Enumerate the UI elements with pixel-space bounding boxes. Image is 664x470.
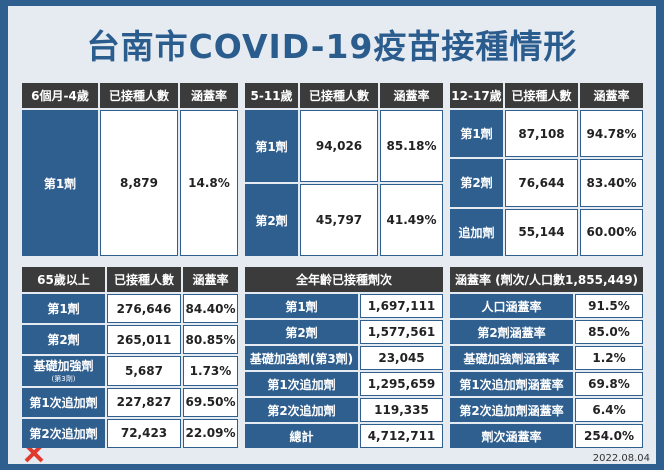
header-cell: 已接種人數 bbox=[100, 83, 178, 108]
row-label: 第1次追加劑涵蓋率 bbox=[450, 372, 573, 396]
row-label: 第1次追加劑 bbox=[245, 372, 358, 396]
row-label: 總計 bbox=[245, 424, 358, 448]
row-label: 追加劑 bbox=[450, 208, 503, 256]
cell-text: 基礎加強劑 bbox=[33, 359, 94, 374]
row-label: 第2次追加劑涵蓋率 bbox=[450, 398, 573, 422]
value-cell: 85.18% bbox=[380, 110, 443, 182]
header-cell: 涵蓋率 bbox=[380, 83, 443, 108]
value-cell: 254.0% bbox=[575, 424, 643, 448]
row-label: 第2劑 bbox=[450, 159, 503, 207]
header-cell: 65歲以上 bbox=[22, 267, 105, 292]
value-cell: 60.00% bbox=[580, 208, 643, 256]
value-cell: 22.09% bbox=[183, 418, 238, 448]
value-cell: 4,712,711 bbox=[360, 424, 443, 448]
value-cell: 119,335 bbox=[360, 398, 443, 422]
header-cell: 已接種人數 bbox=[300, 83, 378, 108]
value-cell: 6.4% bbox=[575, 398, 643, 422]
row-label: 基礎加強劑(第3劑) bbox=[245, 346, 358, 370]
value-cell: 227,827 bbox=[107, 387, 181, 417]
header-cell: 涵蓋率 (劑次/人口數1,855,449) bbox=[450, 267, 643, 292]
header-cell: 已接種人數 bbox=[505, 83, 578, 108]
header-cell: 全年齡已接種劑次 bbox=[245, 267, 443, 292]
value-cell: 72,423 bbox=[107, 418, 181, 448]
row-label: 第1劑 bbox=[22, 294, 105, 324]
header-cell: 涵蓋率 bbox=[183, 267, 238, 292]
header-cell: 6個月-4歲 bbox=[22, 83, 98, 108]
row-label: 第1劑 bbox=[245, 294, 358, 318]
row-label: 第1劑 bbox=[245, 110, 298, 182]
value-cell: 41.49% bbox=[380, 184, 443, 256]
header-cell: 已接種人數 bbox=[107, 267, 181, 292]
row-label: 第2劑 bbox=[245, 184, 298, 256]
value-cell: 8,879 bbox=[100, 110, 178, 256]
row-label: 第2劑 bbox=[245, 320, 358, 344]
value-cell: 14.8% bbox=[180, 110, 238, 256]
value-cell: 1,577,561 bbox=[360, 320, 443, 344]
date: 2022.08.04 bbox=[592, 453, 650, 464]
value-cell: 265,011 bbox=[107, 325, 181, 355]
cell-note: (第3劑) bbox=[51, 375, 76, 384]
value-cell: 94.78% bbox=[580, 110, 643, 158]
value-cell: 276,646 bbox=[107, 294, 181, 324]
value-cell: 91.5% bbox=[575, 294, 643, 318]
value-cell: 85.0% bbox=[575, 320, 643, 344]
value-cell: 55,144 bbox=[505, 208, 578, 256]
value-cell: 83.40% bbox=[580, 159, 643, 207]
value-cell: 94,026 bbox=[300, 110, 378, 182]
header-cell: 5-11歲 bbox=[245, 83, 298, 108]
row-label: 基礎加強劑涵蓋率 bbox=[450, 346, 573, 370]
value-cell: 84.40% bbox=[183, 294, 238, 324]
row-label: 第1劑 bbox=[450, 110, 503, 158]
row-label: 劑次涵蓋率 bbox=[450, 424, 573, 448]
row-label: 第1劑 bbox=[22, 110, 98, 256]
row-label: 第2次追加劑 bbox=[245, 398, 358, 422]
value-cell: 1,295,659 bbox=[360, 372, 443, 396]
row-label: 第2次追加劑 bbox=[22, 418, 105, 448]
value-cell: 45,797 bbox=[300, 184, 378, 256]
value-cell: 1.73% bbox=[183, 356, 238, 386]
value-cell: 69.50% bbox=[183, 387, 238, 417]
value-cell: 76,644 bbox=[505, 159, 578, 207]
row-label: 人口涵蓋率 bbox=[450, 294, 573, 318]
row-label: 第1次追加劑 bbox=[22, 387, 105, 417]
row-label: 基礎加強劑(第3劑) bbox=[22, 356, 105, 386]
row-label: 第2劑 bbox=[22, 325, 105, 355]
value-cell: 1,697,111 bbox=[360, 294, 443, 318]
header-cell: 12-17歲 bbox=[450, 83, 503, 108]
value-cell: 69.8% bbox=[575, 372, 643, 396]
value-cell: 1.2% bbox=[575, 346, 643, 370]
value-cell: 23,045 bbox=[360, 346, 443, 370]
row-label: 第2劑涵蓋率 bbox=[450, 320, 573, 344]
header-cell: 涵蓋率 bbox=[580, 83, 643, 108]
value-cell: 87,108 bbox=[505, 110, 578, 158]
title: 台南市COVID-19疫苗接種情形 bbox=[86, 27, 578, 66]
header-cell: 涵蓋率 bbox=[180, 83, 238, 108]
value-cell: 5,687 bbox=[107, 356, 181, 386]
value-cell: 80.85% bbox=[183, 325, 238, 355]
